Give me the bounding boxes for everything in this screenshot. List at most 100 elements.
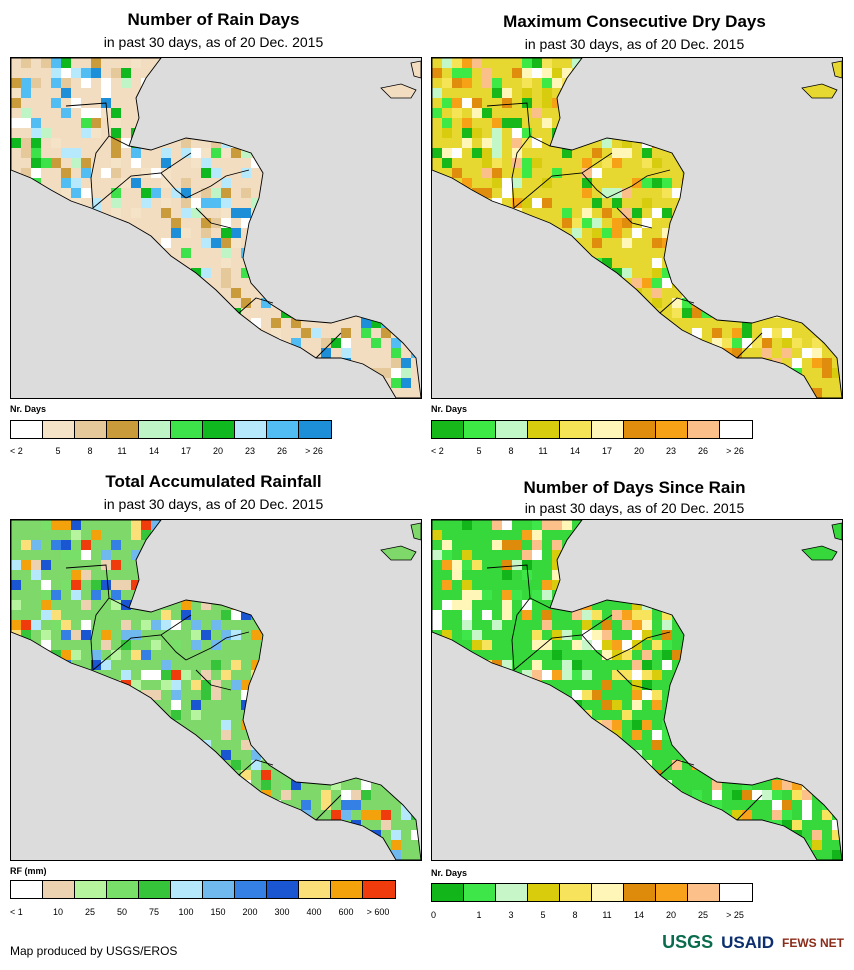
legend-tick-label: 11 [602, 910, 612, 920]
map-total-rainfall [10, 519, 422, 861]
legend-ticks: < 2 5 8 11 14 17 20 23 26 > 26 [10, 446, 330, 458]
legend-tick-label: 200 [242, 907, 258, 917]
legend-swatch [139, 421, 171, 438]
legend-tick-label: < 2 [431, 446, 444, 456]
legend-tick-label: 26 [697, 446, 709, 456]
legend-title: Nr. Days [431, 868, 468, 878]
legend-title: Nr. Days [10, 404, 47, 414]
legend-tick-label: 50 [116, 907, 128, 917]
legend-tick-label: 8 [87, 446, 93, 456]
legend-swatch [331, 881, 363, 898]
legend-tick-label: 17 [601, 446, 613, 456]
legend-bar [431, 883, 753, 902]
legend-tick-label: 1 [476, 910, 482, 920]
legend-tick-label: 20 [665, 910, 677, 920]
legend-swatch [139, 881, 171, 898]
legend-swatch [432, 884, 464, 901]
panel-max-dry-days: Maximum Consecutive Dry Days in past 30 … [421, 0, 848, 485]
panel-subtitle: in past 30 days, as of 20 Dec. 2015 [524, 500, 745, 516]
cuba-island [410, 522, 421, 541]
legend-swatch [43, 881, 75, 898]
panel-title: Number of Rain Days [127, 10, 300, 29]
legend-ticks: 0 1 3 5 8 11 14 20 25 > 25 [431, 910, 751, 922]
legend-tick-label: 25 [697, 910, 709, 920]
legend-tick-label: > 26 [726, 446, 744, 456]
usaid-seal: USAID [721, 932, 774, 952]
legend-swatch [203, 421, 235, 438]
legend-swatch [464, 884, 496, 901]
usgs-logo: USGS [662, 932, 714, 952]
legend-tick-label: 5 [540, 910, 546, 920]
legend-swatch [107, 881, 139, 898]
legend-swatch [592, 884, 624, 901]
legend-swatch [203, 881, 235, 898]
legend-tick-label: 5 [476, 446, 482, 456]
cuba-island [831, 522, 842, 541]
map-days-since-rain [431, 519, 843, 861]
panel-title: Total Accumulated Rainfall [105, 472, 322, 491]
jamaica-island [380, 545, 417, 561]
legend-tick-label: 8 [508, 446, 514, 456]
legend-swatch [528, 884, 560, 901]
legend-swatch [235, 881, 267, 898]
legend-title: RF (mm) [10, 866, 47, 876]
legend-title: Nr. Days [431, 404, 468, 414]
legend-swatch [171, 421, 203, 438]
panel-days-since-rain: Number of Days Since Rain in past 30 day… [421, 470, 848, 955]
legend-swatch [11, 421, 43, 438]
legend-tick-label: 14 [633, 910, 645, 920]
legend-swatch [107, 421, 139, 438]
legend-tick-label: 23 [244, 446, 256, 456]
legend-tick-label: 14 [569, 446, 581, 456]
legend-tick-label: 8 [572, 910, 578, 920]
legend-swatch [560, 421, 592, 438]
legend-swatch [171, 881, 203, 898]
panel-subtitle: in past 30 days, as of 20 Dec. 2015 [103, 34, 324, 50]
map-canvas [432, 58, 842, 398]
legend-tick-label: 20 [633, 446, 645, 456]
legend-bar [431, 420, 753, 439]
cuba-island [410, 60, 421, 79]
legend-tick-label: > 25 [726, 910, 744, 920]
legend-swatch [299, 421, 331, 438]
jamaica-island [801, 83, 838, 99]
legend-tick-label: 10 [52, 907, 64, 917]
map-max-dry-days [431, 57, 843, 399]
legend-tick-label: 300 [274, 907, 290, 917]
legend-ticks: < 2 5 8 11 14 17 20 23 26 > 26 [431, 446, 751, 458]
legend-swatch [624, 884, 656, 901]
legend-swatch [267, 881, 299, 898]
legend-swatch [43, 421, 75, 438]
legend-swatch [656, 884, 688, 901]
panel-subtitle: in past 30 days, as of 20 Dec. 2015 [524, 36, 745, 52]
legend-swatch [560, 884, 592, 901]
legend-tick-label: 600 [338, 907, 354, 917]
panel-total-rainfall: Total Accumulated Rainfall in past 30 da… [0, 470, 427, 955]
legend-tick-label: > 600 [366, 907, 390, 917]
legend-swatch [267, 421, 299, 438]
legend-tick-label: 26 [276, 446, 288, 456]
map-canvas [11, 520, 421, 860]
legend-swatch [75, 421, 107, 438]
panel-subtitle: in past 30 days, as of 20 Dec. 2015 [103, 496, 324, 512]
legend-swatch [75, 881, 107, 898]
legend-swatch [656, 421, 688, 438]
fews-net-logo: FEWS NET [782, 935, 844, 950]
legend-tick-label: < 1 [10, 907, 23, 917]
legend-tick-label: 0 [431, 910, 437, 920]
legend-tick-label: 100 [178, 907, 194, 917]
cuba-island [831, 60, 842, 79]
legend-swatch [624, 421, 656, 438]
map-credit: Map produced by USGS/EROS [10, 944, 178, 958]
legend-bar [10, 880, 396, 899]
legend-swatch [432, 421, 464, 438]
legend-tick-label: 20 [212, 446, 224, 456]
legend-swatch [720, 421, 752, 438]
legend-swatch [496, 884, 528, 901]
legend-tick-label: 25 [84, 907, 96, 917]
legend-swatch [11, 881, 43, 898]
legend-swatch [528, 421, 560, 438]
panel-title: Number of Days Since Rain [523, 478, 746, 497]
legend-bar [10, 420, 332, 439]
jamaica-island [380, 83, 417, 99]
